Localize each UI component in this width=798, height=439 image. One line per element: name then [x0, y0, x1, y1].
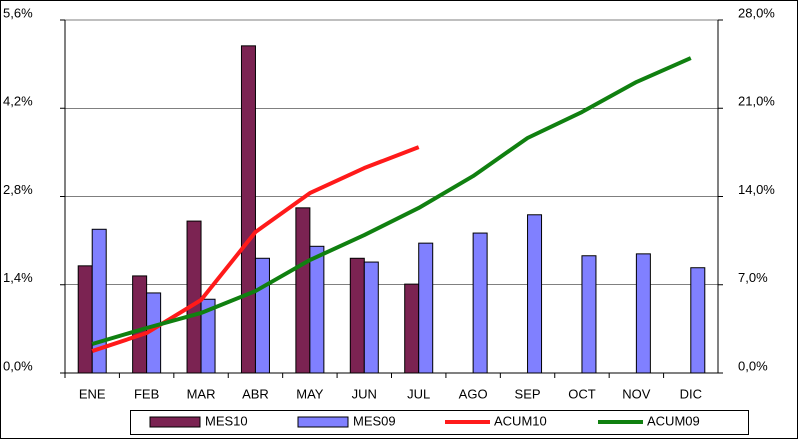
x-tick-label: AGO — [459, 386, 488, 401]
y-tick-label: 4,2% — [3, 94, 33, 109]
bar — [581, 255, 597, 374]
bar — [200, 298, 216, 374]
x-tick-label: MAR — [187, 386, 216, 401]
legend-label: MES10 — [205, 413, 248, 428]
legend-label: ACUM09 — [647, 413, 700, 428]
bar — [91, 228, 107, 374]
y-tick-label: 5,6% — [3, 5, 33, 20]
y2-tick-label: 7,0% — [738, 270, 768, 285]
legend-label: MES09 — [353, 413, 396, 428]
bar — [186, 220, 202, 374]
bar — [690, 267, 706, 374]
x-tick-label: ABR — [242, 386, 269, 401]
bar — [635, 253, 651, 374]
bar — [349, 257, 365, 374]
bar — [132, 275, 148, 374]
bar — [77, 265, 93, 374]
y2-tick-label: 0,0% — [738, 358, 768, 373]
legend-box — [130, 410, 749, 435]
x-tick-label: ENE — [79, 386, 106, 401]
x-tick-label: OCT — [568, 386, 596, 401]
line — [91, 145, 420, 353]
y2-tick-label: 28,0% — [738, 5, 775, 20]
bar — [404, 283, 420, 374]
x-tick-label: MAY — [296, 386, 324, 401]
x-tick-label: NOV — [622, 386, 651, 401]
x-tick-label: SEP — [515, 386, 541, 401]
bar — [363, 261, 379, 374]
bar — [418, 242, 434, 374]
bar — [527, 214, 543, 374]
x-tick-label: DIC — [680, 386, 702, 401]
bar — [295, 207, 311, 374]
y2-tick-label: 14,0% — [738, 182, 775, 197]
bar — [309, 245, 325, 374]
legend-swatch — [297, 416, 349, 428]
bar — [472, 232, 488, 374]
bar — [254, 257, 270, 374]
x-tick-label: JUN — [352, 386, 377, 401]
y-tick-label: 1,4% — [3, 270, 33, 285]
y2-tick-label: 21,0% — [738, 94, 775, 109]
line — [91, 56, 692, 346]
legend-swatch — [149, 416, 201, 428]
y-tick-label: 2,8% — [3, 182, 33, 197]
y-tick-label: 0,0% — [3, 358, 33, 373]
x-tick-label: FEB — [134, 386, 159, 401]
bar — [240, 45, 256, 374]
legend-label: ACUM10 — [494, 413, 547, 428]
x-tick-label: JUL — [407, 386, 430, 401]
